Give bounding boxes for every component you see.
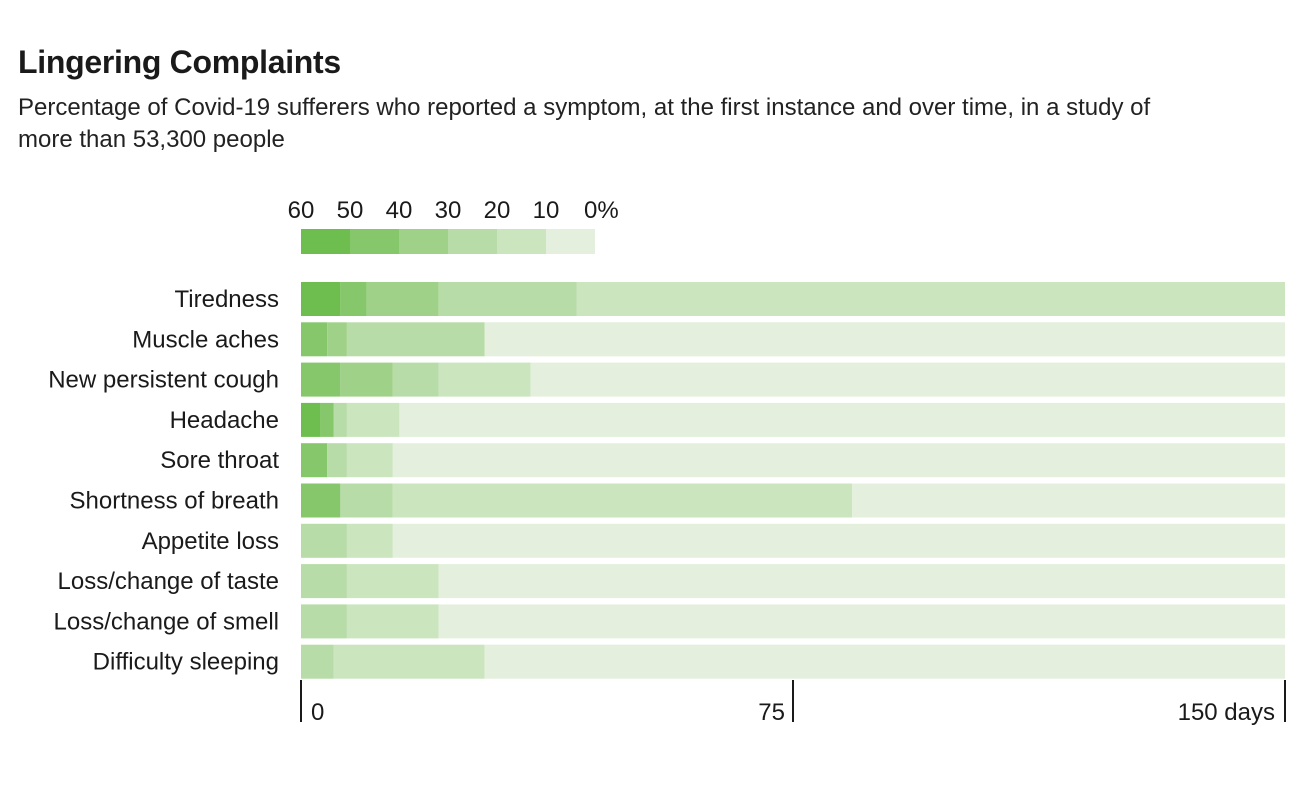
chart-subtitle: Percentage of Covid-19 sufferers who rep… xyxy=(18,94,1151,153)
heat-segment xyxy=(333,644,485,679)
legend-swatch xyxy=(497,229,546,254)
legend-label: 60 xyxy=(288,197,315,224)
heat-segment xyxy=(301,644,334,679)
heat-segment xyxy=(346,604,439,639)
legend-label: 20 xyxy=(484,197,511,224)
symptom-label: Headache xyxy=(170,407,279,434)
x-tick-label: 0 xyxy=(311,699,324,726)
x-tick-label: 150 days xyxy=(1178,699,1275,726)
heat-segment xyxy=(346,322,485,357)
heat-segment xyxy=(301,564,347,599)
symptom-row: New persistent cough xyxy=(48,362,1285,397)
heat-segment xyxy=(301,523,347,558)
legend-label: 30 xyxy=(435,197,462,224)
symptom-label: Appetite loss xyxy=(142,528,279,555)
chart-title: Lingering Complaints xyxy=(18,44,341,80)
legend-swatch xyxy=(546,229,595,254)
heat-segment xyxy=(392,443,1286,478)
heat-segment xyxy=(301,322,328,357)
symptom-label: Shortness of breath xyxy=(70,488,279,515)
symptom-row: Difficulty sleeping xyxy=(93,644,1285,679)
color-legend: 60 50 40 30 20 10 0% xyxy=(288,197,619,254)
symptom-row: Loss/change of smell xyxy=(54,604,1285,639)
symptom-row: Loss/change of taste xyxy=(58,564,1285,599)
heat-segment xyxy=(852,483,1285,518)
heat-segment xyxy=(576,282,1285,316)
symptom-label: Tiredness xyxy=(175,286,279,313)
heat-segment xyxy=(333,402,347,437)
heat-segment xyxy=(438,282,577,316)
heat-segment xyxy=(392,483,853,518)
symptom-row: Tiredness xyxy=(175,282,1285,316)
symptom-label: Muscle aches xyxy=(132,326,279,353)
x-tick-label: 75 xyxy=(758,699,785,726)
symptom-label: Loss/change of smell xyxy=(54,608,279,635)
legend-swatch xyxy=(399,229,448,254)
heat-segment xyxy=(392,362,439,397)
heat-segment xyxy=(301,362,341,397)
symptom-label: Difficulty sleeping xyxy=(93,649,279,676)
symptom-label: Loss/change of taste xyxy=(58,568,279,595)
heat-segment xyxy=(340,282,367,316)
legend-label: 10 xyxy=(533,197,560,224)
heat-segment xyxy=(530,362,1285,397)
heat-segment xyxy=(301,402,321,437)
symptom-row: Muscle aches xyxy=(132,322,1285,357)
heat-segment xyxy=(320,402,334,437)
symptom-label: Sore throat xyxy=(160,447,279,474)
heat-segment xyxy=(484,644,1285,679)
heat-segment xyxy=(438,564,1285,599)
legend-label: 0% xyxy=(584,197,619,224)
legend-label: 40 xyxy=(386,197,413,224)
symptom-row: Appetite loss xyxy=(142,523,1286,558)
heat-segment xyxy=(340,483,393,518)
heat-segment xyxy=(301,604,347,639)
heat-segment xyxy=(346,564,439,599)
symptom-rows: Tiredness Muscle aches New persistent coug… xyxy=(48,282,1286,679)
heat-segment xyxy=(327,322,347,357)
legend-swatch xyxy=(350,229,399,254)
heat-segment xyxy=(392,523,1286,558)
heat-segment xyxy=(438,362,531,397)
heat-segment xyxy=(340,362,393,397)
heat-segment xyxy=(346,402,400,437)
heat-segment xyxy=(438,604,1285,639)
x-axis: 0 75 150 days xyxy=(300,680,1286,726)
heat-segment xyxy=(327,443,347,478)
heat-segment xyxy=(346,523,393,558)
heat-segment xyxy=(399,402,1285,437)
symptom-row: Sore throat xyxy=(160,443,1286,478)
heat-segment xyxy=(301,483,341,518)
heat-segment xyxy=(366,282,439,316)
symptom-label: New persistent cough xyxy=(48,367,279,394)
legend-swatch xyxy=(448,229,497,254)
heat-segment xyxy=(484,322,1285,357)
symptom-row: Shortness of breath xyxy=(70,483,1285,518)
legend-swatch xyxy=(301,229,350,254)
heat-segment xyxy=(346,443,393,478)
heat-segment xyxy=(301,443,328,478)
symptom-row: Headache xyxy=(170,402,1285,437)
legend-label: 50 xyxy=(337,197,364,224)
heat-segment xyxy=(301,282,341,316)
